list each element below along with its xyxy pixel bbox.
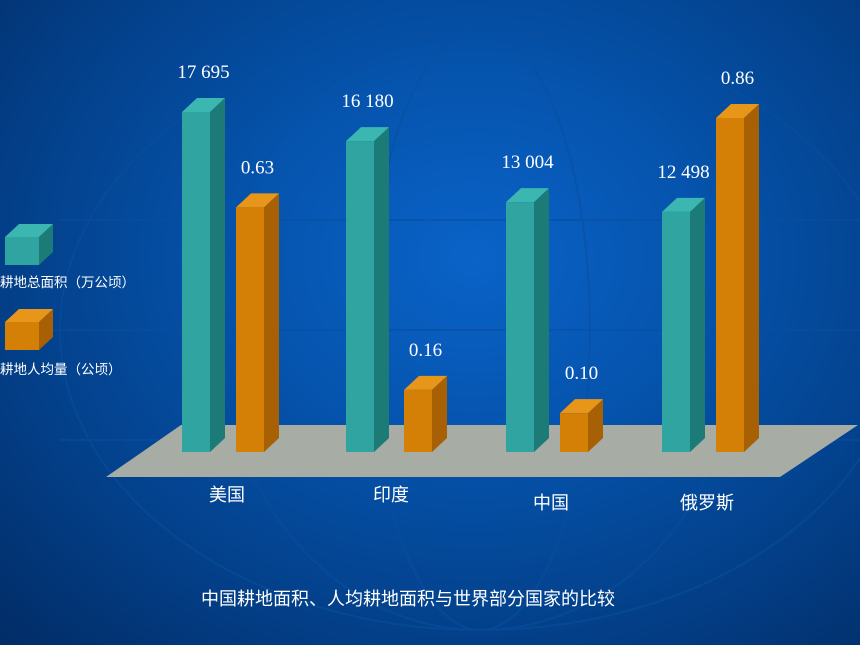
- value-label-per-capita: 0.63: [241, 157, 274, 178]
- legend: 耕地总面积（万公顷） 耕地人均量（公顷）: [0, 224, 135, 378]
- category-label: 印度: [373, 485, 409, 506]
- bar-total-area: [662, 197, 705, 452]
- value-label-per-capita: 0.10: [565, 363, 598, 384]
- legend-label-per-capita: 耕地人均量（公顷）: [0, 361, 122, 378]
- value-label-total-area: 12 498: [657, 162, 709, 183]
- bar-per-capita: [404, 375, 447, 452]
- legend-swatch-total-area: [5, 224, 53, 265]
- category-label: 美国: [209, 485, 245, 506]
- chart-caption: 中国耕地面积、人均耕地面积与世界部分国家的比较: [201, 589, 615, 610]
- bar-per-capita: [716, 104, 759, 452]
- legend-swatch-per-capita: [5, 309, 53, 350]
- category-labels-group: 美国 印度 中国 俄罗斯: [209, 485, 734, 514]
- bar-per-capita: [236, 193, 279, 453]
- value-label-per-capita: 0.16: [409, 340, 442, 361]
- category-label: 中国: [533, 493, 569, 514]
- legend-label-total-area: 耕地总面积（万公顷）: [0, 274, 135, 291]
- bar-total-area: [506, 188, 549, 452]
- value-label-per-capita: 0.86: [721, 68, 754, 89]
- value-label-total-area: 16 180: [341, 91, 393, 112]
- bars-group: [182, 98, 759, 453]
- category-label: 俄罗斯: [680, 493, 734, 514]
- bar-total-area: [182, 98, 225, 452]
- bar-total-area: [346, 127, 389, 452]
- value-label-total-area: 17 695: [177, 62, 229, 83]
- value-label-total-area: 13 004: [501, 152, 554, 173]
- bar-per-capita: [560, 399, 603, 452]
- value-labels-group: 17 695 0.63 16 180 0.16 13 004 0.10 12 498 0.86: [177, 62, 754, 384]
